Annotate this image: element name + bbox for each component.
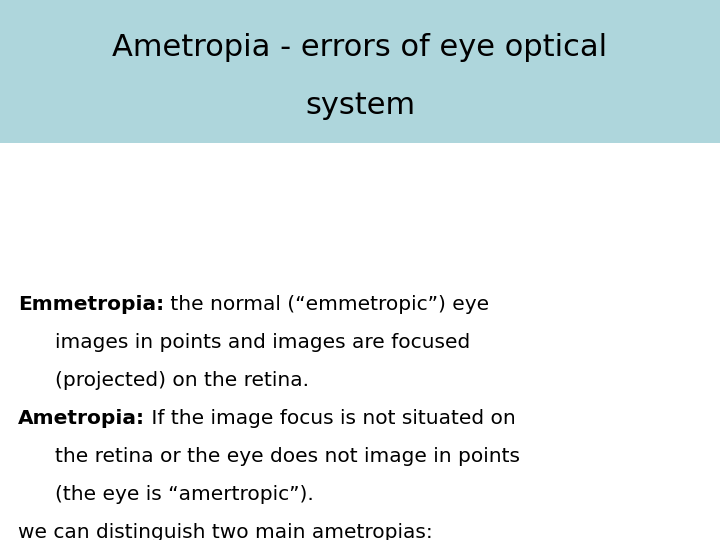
Text: If the image focus is not situated on: If the image focus is not situated on [145, 409, 516, 428]
Text: (the eye is “amertropic”).: (the eye is “amertropic”). [55, 485, 314, 504]
Text: Ametropia - errors of eye optical: Ametropia - errors of eye optical [112, 32, 608, 62]
Text: the normal (“emmetropic”) eye: the normal (“emmetropic”) eye [164, 295, 490, 314]
Text: system: system [305, 91, 415, 119]
Text: Emmetropia:: Emmetropia: [18, 295, 164, 314]
Bar [0, 0, 720, 143]
Text: Ametropia:: Ametropia: [18, 409, 145, 428]
Text: we can distinguish two main ametropias:: we can distinguish two main ametropias: [18, 523, 433, 540]
Text: (projected) on the retina.: (projected) on the retina. [55, 371, 309, 390]
Text: the retina or the eye does not image in points: the retina or the eye does not image in … [55, 447, 520, 466]
Text: images in points and images are focused: images in points and images are focused [55, 333, 470, 352]
